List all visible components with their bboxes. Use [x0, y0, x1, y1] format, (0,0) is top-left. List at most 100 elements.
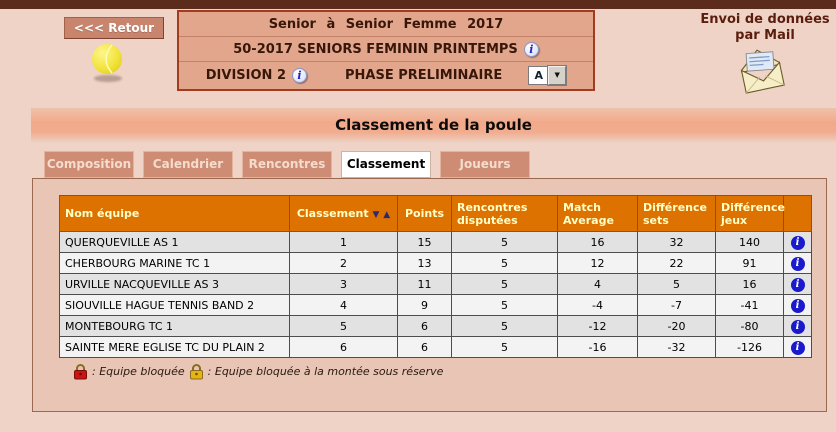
phase-label: PHASE PRELIMINAIRE: [345, 67, 503, 83]
sort-asc-icon[interactable]: ▲: [383, 210, 391, 220]
points-cell: 9: [397, 294, 452, 316]
championship-name-row: 50-2017 SENIORS FEMININ PRINTEMPS i: [179, 37, 593, 62]
rank-cell: 3: [289, 273, 398, 295]
match-average-cell: 4: [557, 273, 638, 295]
row-info-icon[interactable]: i: [790, 235, 805, 250]
points-cell: 11: [397, 273, 452, 295]
back-button[interactable]: <<< Retour: [64, 17, 164, 39]
match-average-cell: 16: [557, 231, 638, 253]
select-arrow-icon[interactable]: ▼: [547, 64, 568, 86]
col-header-played: Rencontres disputées: [451, 195, 558, 232]
tennis-ball-icon: [92, 44, 122, 74]
championship-name: 50-2017 SENIORS FEMININ PRINTEMPS: [233, 41, 518, 57]
diff-games-cell: -126: [715, 336, 784, 358]
pool-select[interactable]: A ▼: [528, 64, 568, 86]
row-info-icon[interactable]: i: [790, 256, 805, 271]
tennis-ball-shadow: [94, 75, 122, 82]
points-cell: 6: [397, 336, 452, 358]
team-name-cell: SAINTE MERE EGLISE TC DU PLAIN 2: [59, 336, 290, 358]
played-cell: 5: [451, 294, 558, 316]
info-cell: i: [783, 294, 812, 316]
category-label: Senior à Senior Femme 2017: [268, 16, 504, 32]
diff-games-cell: 91: [715, 252, 784, 274]
red-lock-label: : Equipe bloquée: [92, 365, 185, 378]
table-row: CHERBOURG MARINE TC 1 2 13 5 12 22 91 i: [59, 252, 812, 274]
legend: : Equipe bloquée : Equipe bloquée à la m…: [73, 363, 443, 380]
tab-bar: Composition Calendrier Rencontres Classe…: [44, 151, 530, 178]
row-info-icon[interactable]: i: [790, 298, 805, 313]
tab-joueurs[interactable]: Joueurs: [440, 151, 530, 178]
match-average-cell: 12: [557, 252, 638, 274]
table-row: SIOUVILLE HAGUE TENNIS BAND 2 4 9 5 -4 -…: [59, 294, 812, 316]
championship-category: Senior à Senior Femme 2017: [179, 12, 593, 37]
info-cell: i: [783, 273, 812, 295]
played-cell: 5: [451, 231, 558, 253]
row-info-icon[interactable]: i: [790, 277, 805, 292]
team-name-cell: MONTEBOURG TC 1: [59, 315, 290, 337]
team-name-cell: CHERBOURG MARINE TC 1: [59, 252, 290, 274]
mail-envelope-icon[interactable]: [734, 46, 790, 94]
table-row: URVILLE NACQUEVILLE AS 3 3 11 5 4 5 16 i: [59, 273, 812, 295]
points-cell: 6: [397, 315, 452, 337]
send-mail-label[interactable]: Envoi de données par Mail: [698, 12, 832, 43]
row-info-icon[interactable]: i: [790, 319, 805, 334]
played-cell: 5: [451, 273, 558, 295]
pool-select-value[interactable]: A: [528, 65, 549, 85]
points-cell: 15: [397, 231, 452, 253]
division-info-icon[interactable]: i: [292, 67, 307, 83]
rank-cell: 4: [289, 294, 398, 316]
col-header-match-average: Match Average: [557, 195, 638, 232]
team-name-cell: URVILLE NACQUEVILLE AS 3: [59, 273, 290, 295]
info-cell: i: [783, 315, 812, 337]
table-row: MONTEBOURG TC 1 5 6 5 -12 -20 -80 i: [59, 315, 812, 337]
page-title: Classement de la poule: [335, 116, 532, 134]
points-cell: 13: [397, 252, 452, 274]
tab-calendrier[interactable]: Calendrier: [143, 151, 233, 178]
division-phase-row: DIVISION 2 i PHASE PRELIMINAIRE A ▼: [179, 62, 593, 88]
rank-header-label: Classement: [296, 207, 369, 220]
played-cell: 5: [451, 336, 558, 358]
col-header-diff-games: Différence jeux: [715, 195, 785, 232]
info-cell: i: [783, 252, 812, 274]
match-average-cell: -16: [557, 336, 638, 358]
played-cell: 5: [451, 252, 558, 274]
sort-desc-icon[interactable]: ▼: [372, 210, 380, 220]
table-row: SAINTE MERE EGLISE TC DU PLAIN 2 6 6 5 -…: [59, 336, 812, 358]
row-info-icon[interactable]: i: [790, 340, 805, 355]
diff-games-cell: -41: [715, 294, 784, 316]
rank-cell: 2: [289, 252, 398, 274]
diff-sets-cell: 5: [637, 273, 716, 295]
championship-header-box: Senior à Senior Femme 2017 50-2017 SENIO…: [177, 10, 595, 91]
col-header-rank: Classement ▼ ▲: [289, 195, 398, 232]
team-name-cell: QUERQUEVILLE AS 1: [59, 231, 290, 253]
standings-table: Nom équipe Classement ▼ ▲ Points Rencont…: [59, 195, 812, 358]
info-cell: i: [783, 231, 812, 253]
tab-composition[interactable]: Composition: [44, 151, 134, 178]
info-cell: i: [783, 336, 812, 358]
col-header-info: [783, 195, 812, 232]
diff-sets-cell: -32: [637, 336, 716, 358]
red-lock-icon: [74, 364, 87, 380]
tab-classement[interactable]: Classement: [341, 151, 431, 178]
match-average-cell: -4: [557, 294, 638, 316]
send-mail-line1: Envoi de données: [700, 12, 830, 27]
diff-sets-cell: -20: [637, 315, 716, 337]
top-bar: [0, 0, 836, 9]
diff-games-cell: -80: [715, 315, 784, 337]
gold-lock-icon: [189, 364, 203, 380]
section-heading-band: Classement de la poule: [31, 108, 836, 142]
table-header-row: Nom équipe Classement ▼ ▲ Points Rencont…: [59, 195, 812, 232]
tennis-ball-seam: [105, 44, 113, 74]
diff-sets-cell: -7: [637, 294, 716, 316]
table-row: QUERQUEVILLE AS 1 1 15 5 16 32 140 i: [59, 231, 812, 253]
rank-cell: 1: [289, 231, 398, 253]
diff-games-cell: 140: [715, 231, 784, 253]
tab-rencontres[interactable]: Rencontres: [242, 151, 332, 178]
team-name-cell: SIOUVILLE HAGUE TENNIS BAND 2: [59, 294, 290, 316]
championship-info-icon[interactable]: i: [523, 41, 539, 57]
send-mail-line2: par Mail: [735, 27, 795, 43]
rank-cell: 6: [289, 336, 398, 358]
diff-sets-cell: 22: [637, 252, 716, 274]
col-header-points: Points: [397, 195, 452, 232]
content-panel: Nom équipe Classement ▼ ▲ Points Rencont…: [32, 178, 827, 412]
